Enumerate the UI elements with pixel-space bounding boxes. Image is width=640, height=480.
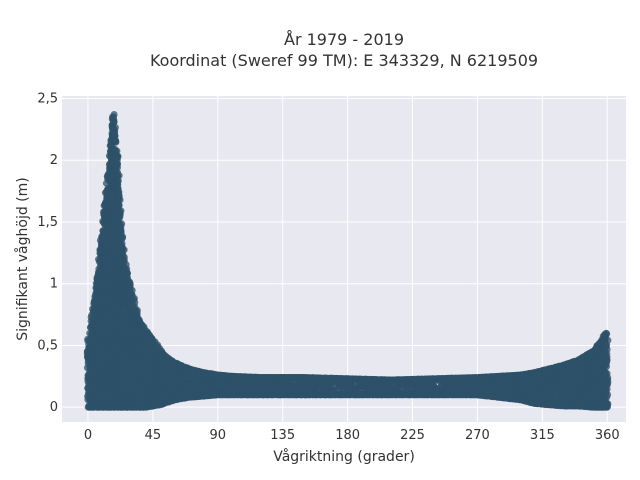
data-point bbox=[114, 178, 122, 185]
data-point bbox=[110, 111, 118, 118]
data-point bbox=[116, 213, 124, 221]
data-point bbox=[110, 117, 118, 125]
data-point bbox=[111, 124, 119, 131]
data-point bbox=[112, 137, 120, 145]
data-point bbox=[114, 160, 121, 168]
grid bbox=[62, 96, 626, 422]
points bbox=[83, 111, 612, 411]
